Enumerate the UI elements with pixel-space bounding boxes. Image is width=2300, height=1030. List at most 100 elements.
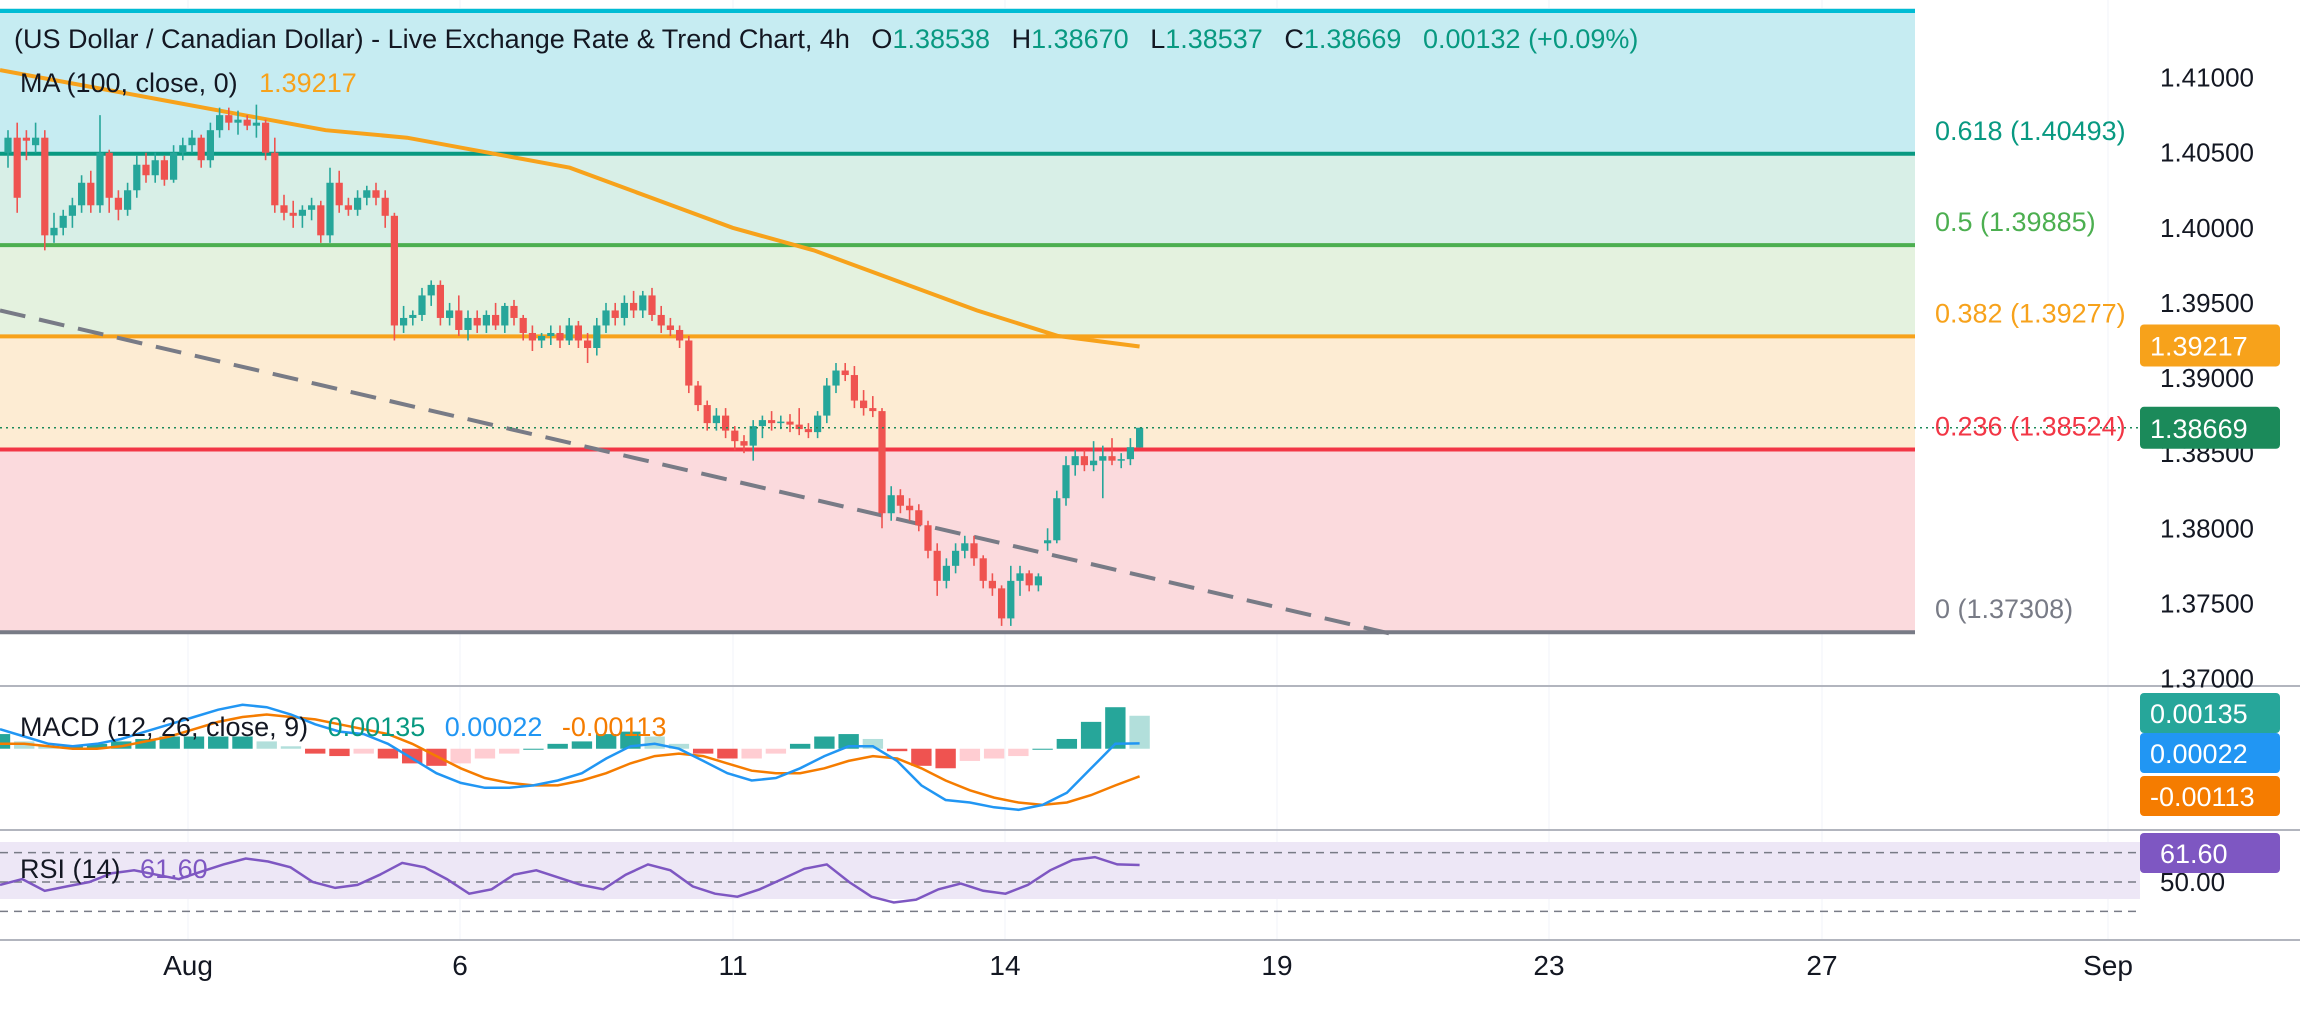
candle[interactable] — [87, 170, 95, 213]
candle[interactable] — [427, 280, 435, 306]
candle[interactable] — [1126, 438, 1134, 466]
candle[interactable] — [933, 543, 941, 596]
candle[interactable] — [124, 182, 132, 216]
candle[interactable] — [841, 363, 849, 382]
candle[interactable] — [298, 205, 306, 228]
candle[interactable] — [344, 197, 352, 216]
candle[interactable] — [206, 122, 214, 168]
candle[interactable] — [59, 209, 67, 236]
candle[interactable] — [611, 302, 619, 326]
candle[interactable] — [740, 435, 748, 454]
candle[interactable] — [96, 115, 104, 213]
candle[interactable] — [648, 287, 656, 321]
candle[interactable] — [243, 115, 251, 131]
candle[interactable] — [998, 585, 1006, 626]
candle[interactable] — [1025, 570, 1033, 592]
candle[interactable] — [620, 295, 628, 326]
candle[interactable] — [666, 317, 674, 336]
candle[interactable] — [942, 558, 950, 589]
candle[interactable] — [915, 504, 923, 532]
candle[interactable] — [41, 130, 49, 251]
time-axis[interactable]: Aug 6 11 14 19 23 27 Sep — [163, 950, 2133, 981]
candle[interactable] — [593, 317, 601, 356]
candle[interactable] — [519, 314, 527, 341]
candle[interactable] — [252, 104, 260, 138]
candle[interactable] — [1090, 441, 1098, 472]
candle[interactable] — [390, 212, 398, 341]
candle[interactable] — [988, 573, 996, 596]
candle[interactable] — [574, 320, 582, 348]
rsi-pane[interactable] — [0, 851, 2140, 913]
candle[interactable] — [335, 170, 343, 213]
candle[interactable] — [78, 175, 86, 213]
candle[interactable] — [832, 363, 840, 394]
candle[interactable] — [225, 107, 233, 131]
candle[interactable] — [510, 299, 518, 326]
candles[interactable] — [4, 104, 1144, 626]
candle[interactable] — [850, 366, 858, 409]
candle[interactable] — [795, 408, 803, 436]
candle[interactable] — [1034, 573, 1042, 592]
candle[interactable] — [657, 305, 665, 333]
candle[interactable] — [317, 200, 325, 243]
candle[interactable] — [418, 287, 426, 321]
candle[interactable] — [1108, 438, 1116, 466]
candle[interactable] — [114, 190, 122, 221]
candle[interactable] — [326, 167, 334, 243]
candle[interactable] — [105, 149, 113, 213]
candle[interactable] — [1053, 490, 1061, 544]
candle[interactable] — [188, 130, 196, 153]
candle[interactable] — [4, 130, 12, 168]
candle[interactable] — [602, 302, 610, 333]
candle[interactable] — [887, 486, 895, 521]
candle[interactable] — [869, 396, 877, 418]
candle[interactable] — [308, 197, 316, 221]
candle[interactable] — [878, 408, 886, 529]
candle[interactable] — [768, 411, 776, 431]
candle[interactable] — [436, 280, 444, 326]
candle[interactable] — [823, 378, 831, 424]
candle[interactable] — [482, 310, 490, 333]
candle[interactable] — [804, 423, 812, 439]
candle[interactable] — [400, 305, 408, 333]
candle[interactable] — [565, 317, 573, 345]
candle[interactable] — [1136, 427, 1144, 448]
candle[interactable] — [694, 381, 702, 412]
candle[interactable] — [381, 190, 389, 228]
candle[interactable] — [749, 420, 757, 461]
candle[interactable] — [896, 489, 904, 514]
candle[interactable] — [952, 543, 960, 574]
candle[interactable] — [142, 152, 150, 183]
candle[interactable] — [363, 185, 371, 206]
candle[interactable] — [372, 182, 380, 206]
candle[interactable] — [814, 411, 822, 439]
candle[interactable] — [68, 197, 76, 228]
candle[interactable] — [50, 212, 58, 243]
candle[interactable] — [777, 415, 785, 430]
candle[interactable] — [731, 426, 739, 451]
candle[interactable] — [1099, 445, 1107, 499]
candle[interactable] — [464, 310, 472, 341]
macd-pane[interactable] — [0, 703, 1150, 812]
candle[interactable] — [1007, 565, 1015, 626]
candle[interactable] — [556, 325, 564, 348]
candle[interactable] — [860, 390, 868, 416]
candle[interactable] — [179, 137, 187, 161]
candle[interactable] — [151, 152, 159, 183]
candle[interactable] — [712, 408, 720, 431]
candle[interactable] — [979, 555, 987, 589]
candle[interactable] — [492, 302, 500, 330]
candle[interactable] — [160, 155, 168, 186]
candle[interactable] — [133, 155, 141, 198]
candle[interactable] — [170, 145, 178, 183]
candle[interactable] — [289, 200, 297, 228]
candle[interactable] — [455, 295, 463, 336]
candle[interactable] — [528, 325, 536, 352]
candle[interactable] — [409, 310, 417, 326]
candle[interactable] — [630, 290, 638, 318]
candle[interactable] — [786, 414, 794, 433]
candle[interactable] — [1080, 450, 1088, 472]
candle[interactable] — [280, 194, 288, 221]
candle[interactable] — [1117, 453, 1125, 469]
